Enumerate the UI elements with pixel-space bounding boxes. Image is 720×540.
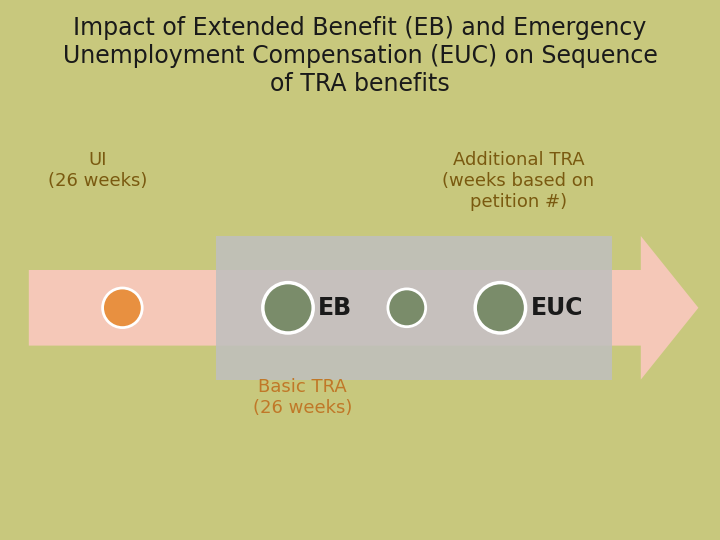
- Ellipse shape: [475, 282, 526, 333]
- Text: EB: EB: [318, 296, 352, 320]
- Polygon shape: [29, 236, 698, 380]
- Ellipse shape: [103, 288, 143, 328]
- Text: Impact of Extended Benefit (EB) and Emergency
Unemployment Compensation (EUC) on: Impact of Extended Benefit (EB) and Emer…: [63, 16, 657, 96]
- Text: Basic TRA
(26 weeks): Basic TRA (26 weeks): [253, 378, 352, 417]
- Text: UI
(26 weeks): UI (26 weeks): [48, 151, 147, 190]
- FancyBboxPatch shape: [216, 236, 612, 380]
- Ellipse shape: [263, 282, 313, 333]
- Ellipse shape: [388, 289, 426, 327]
- Text: EUC: EUC: [531, 296, 583, 320]
- Text: Additional TRA
(weeks based on
petition #): Additional TRA (weeks based on petition …: [442, 151, 595, 211]
